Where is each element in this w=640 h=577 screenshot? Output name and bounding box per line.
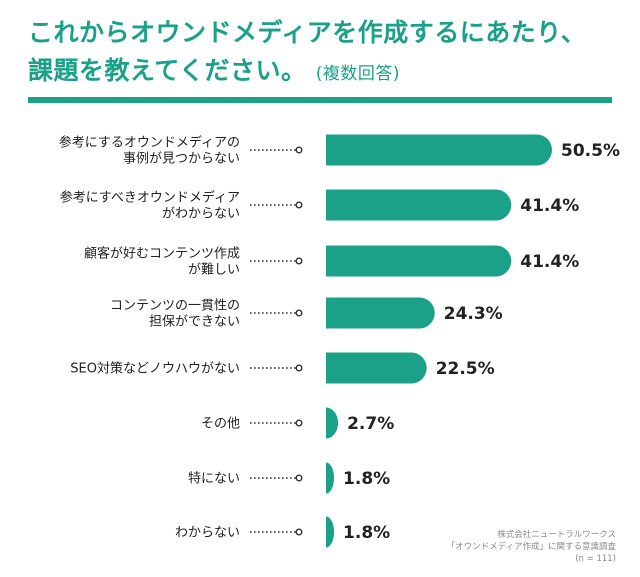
category-label: 担保ができない	[149, 315, 240, 330]
value-label: 50.5%	[561, 141, 620, 161]
value-label: 41.4%	[520, 252, 579, 272]
title-line-1: これからオウンドメディアを作成するにあたり、	[28, 18, 587, 47]
category-label: 参考にすべきオウンドメディア	[60, 190, 240, 206]
category-label: がわからない	[162, 207, 240, 222]
value-label: 2.7%	[347, 414, 394, 434]
category-label: コンテンツの一貫性の	[110, 299, 240, 314]
title-line-2: 課題を教えてください。	[28, 56, 307, 85]
connector-dot	[295, 309, 303, 317]
category-label: 顧客が好むコンテンツ作成	[84, 246, 240, 262]
category-label: 事例が見つからない	[123, 152, 240, 167]
bar	[326, 189, 512, 221]
bar	[326, 297, 435, 329]
title-subtext: (複数回答)	[315, 64, 400, 84]
connector-dot	[295, 419, 303, 427]
source-sample-size: (n = 111)	[575, 554, 616, 564]
bar	[326, 134, 552, 166]
value-label: 41.4%	[520, 196, 579, 216]
category-label: 特にない	[188, 472, 240, 487]
connector-dot	[295, 474, 303, 482]
bar	[326, 407, 339, 439]
bar	[326, 462, 335, 494]
source-company: 株式会社ニュートラルワークス	[497, 530, 616, 540]
category-label: その他	[201, 417, 240, 432]
category-label: わからない	[175, 526, 240, 541]
chart-title: これからオウンドメディアを作成するにあたり、 課題を教えてください。 (複数回答…	[28, 14, 628, 93]
connector-dot	[295, 146, 303, 154]
connector-dot	[295, 528, 303, 536]
source-survey: 「オウンドメディア作成」に関する意識調査	[446, 542, 616, 552]
connector-dot	[295, 257, 303, 265]
title-divider	[28, 97, 612, 103]
value-label: 24.3%	[444, 304, 503, 324]
category-label: 参考にするオウンドメディアの	[59, 135, 240, 151]
connector-dot	[295, 364, 303, 372]
value-label: 1.8%	[343, 469, 390, 489]
connector-dot	[295, 201, 303, 209]
bar	[326, 516, 335, 548]
source-note: 株式会社ニュートラルワークス 「オウンドメディア作成」に関する意識調査 (n =…	[447, 529, 616, 565]
category-label: が難しい	[188, 263, 240, 278]
value-label: 1.8%	[343, 523, 390, 543]
value-label: 22.5%	[436, 359, 495, 379]
bar	[326, 352, 427, 384]
bar	[326, 245, 512, 277]
category-label: SEO対策などノウハウがない	[70, 361, 240, 377]
